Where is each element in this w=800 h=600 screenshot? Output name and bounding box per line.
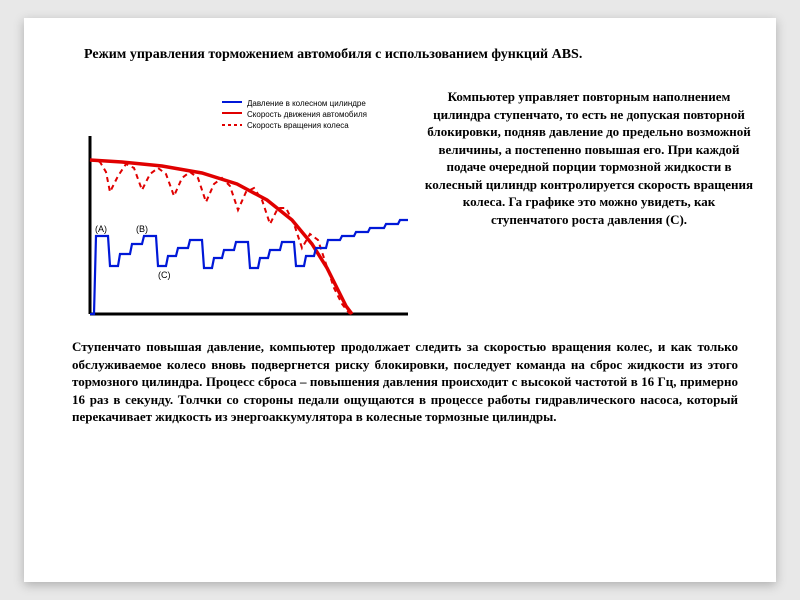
annotation-c: (C) — [158, 270, 171, 280]
legend-label-pressure: Давление в колесном цилиндре — [247, 99, 366, 109]
legend-swatch-pressure — [222, 98, 242, 109]
legend-label-car-speed: Скорость движения автомобиля — [247, 110, 367, 120]
slide: Режим управления торможением автомобиля … — [24, 18, 776, 582]
chart-container: Давление в колесном цилиндре Скорость дв… — [72, 98, 412, 328]
annotation-b: (B) — [136, 224, 148, 234]
pressure-line — [90, 220, 408, 314]
legend-row-car-speed: Скорость движения автомобиля — [222, 109, 367, 120]
car-speed-line — [90, 160, 352, 314]
wheel-speed-line — [90, 160, 350, 314]
paragraph-bottom: Ступенчато повышая давление, компьютер п… — [72, 338, 738, 426]
paragraph-right: Компьютер управляет повторным наполнение… — [424, 88, 754, 228]
abs-chart: (A) (B) (C) — [72, 128, 412, 328]
legend-swatch-car-speed — [222, 109, 242, 120]
legend-row-pressure: Давление в колесном цилиндре — [222, 98, 367, 109]
page-title: Режим управления торможением автомобиля … — [84, 46, 724, 64]
annotation-a: (A) — [95, 224, 107, 234]
